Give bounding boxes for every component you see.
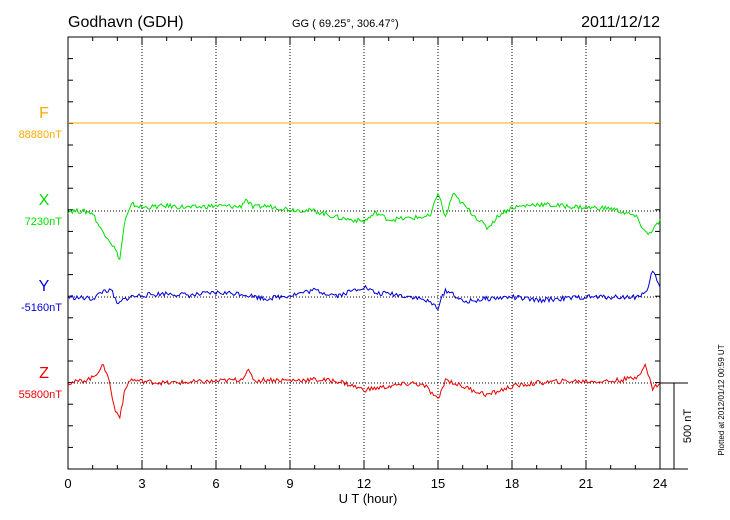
station-coords: GG ( 69.25°, 306.47°) xyxy=(292,18,399,30)
x-tick-label: 15 xyxy=(431,476,445,491)
series-baseline-x: 7230nT xyxy=(25,216,63,228)
series-name-f: F xyxy=(39,105,49,122)
scale-bar-label: 500 nT xyxy=(682,409,694,444)
series-baseline-y: -5160nT xyxy=(21,302,62,314)
station-title: Godhavn (GDH) xyxy=(68,14,184,31)
plotted-note: Plotted at 2012/01/12 00:59 UT xyxy=(717,344,726,455)
x-tick-label: 21 xyxy=(579,476,593,491)
series-line-z xyxy=(67,362,661,420)
grid-lines xyxy=(141,37,587,469)
series-name-x: X xyxy=(39,192,50,209)
x-tick-label: 0 xyxy=(64,476,71,491)
series-line-x xyxy=(67,192,661,261)
series-name-z: Z xyxy=(39,365,49,382)
x-axis-ticks: 0 3 6 9 12 15 18 21 24 xyxy=(64,37,667,491)
series-lines xyxy=(67,122,661,420)
y-axis-ticks xyxy=(68,58,660,448)
x-tick-label: 6 xyxy=(212,476,219,491)
series-baseline-f: 88880nT xyxy=(19,129,63,141)
series-labels: F 88880nT X 7230nT Y -5160nT Z 55800nT xyxy=(19,105,63,401)
series-line-y xyxy=(67,270,661,311)
x-tick-label: 3 xyxy=(138,476,145,491)
x-tick-label: 9 xyxy=(286,476,293,491)
x-tick-label: 12 xyxy=(357,476,371,491)
x-axis-label: U T (hour) xyxy=(339,491,398,506)
x-tick-label: 18 xyxy=(505,476,519,491)
plot-date: 2011/12/12 xyxy=(581,14,660,31)
scale-bar: 500 nT xyxy=(660,382,694,470)
series-baseline-z: 55800nT xyxy=(19,389,63,401)
x-tick-label: 24 xyxy=(653,476,667,491)
series-name-y: Y xyxy=(39,278,50,295)
